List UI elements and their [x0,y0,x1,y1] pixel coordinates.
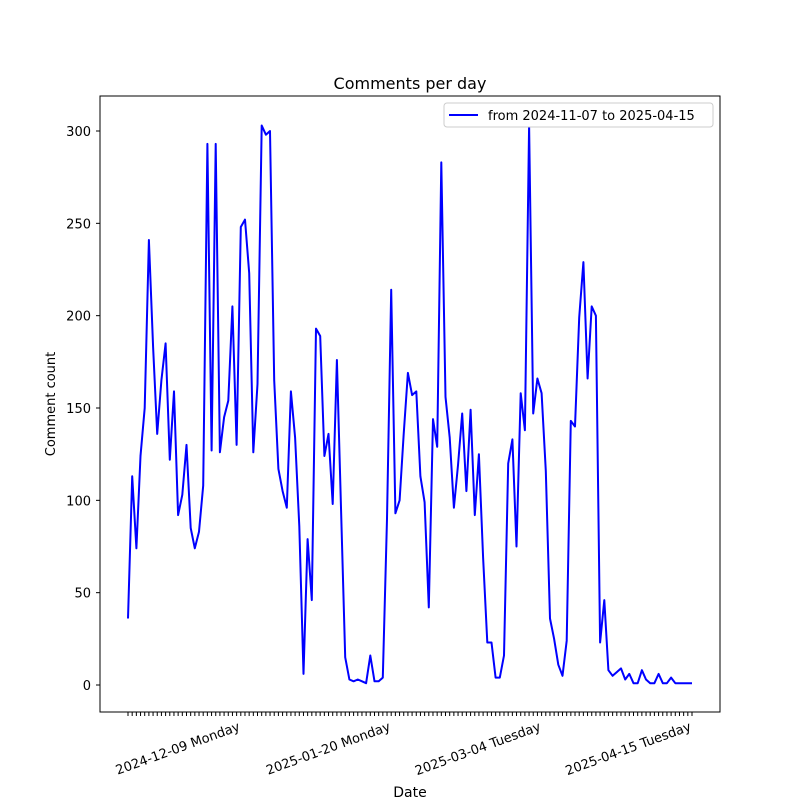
x-axis: 2024-12-09 Monday 2025-01-20 Monday 2025-0… [114,712,694,779]
chart-title: Comments per day [334,74,487,93]
y-tick-label: 300 [66,125,91,140]
y-tick-label: 150 [66,402,91,417]
x-tick-label: 2025-04-15 Tuesday [564,720,694,780]
x-axis-label: Date [393,785,426,800]
legend: from 2024-11-07 to 2025-04-15 [443,102,714,128]
legend-box [443,102,714,128]
y-axis-label: Comment count [44,352,59,457]
x-tick-label: 2024-12-09 Monday [114,720,243,779]
plot-area [99,95,721,713]
y-tick-label: 100 [66,494,91,509]
y-tick-label: 200 [66,310,91,325]
x-tick-label: 2025-01-20 Monday [264,720,393,779]
y-tick-label: 50 [74,587,91,602]
y-tick-label: 0 [83,679,91,694]
y-tick-label: 250 [66,217,91,232]
series-line [127,124,692,685]
y-axis: 0 50 100 150 200 250 300 [66,125,100,694]
legend-label: from 2024-11-07 to 2025-04-15 [488,109,695,124]
x-tick-label: 2025-03-04 Tuesday [413,720,543,780]
